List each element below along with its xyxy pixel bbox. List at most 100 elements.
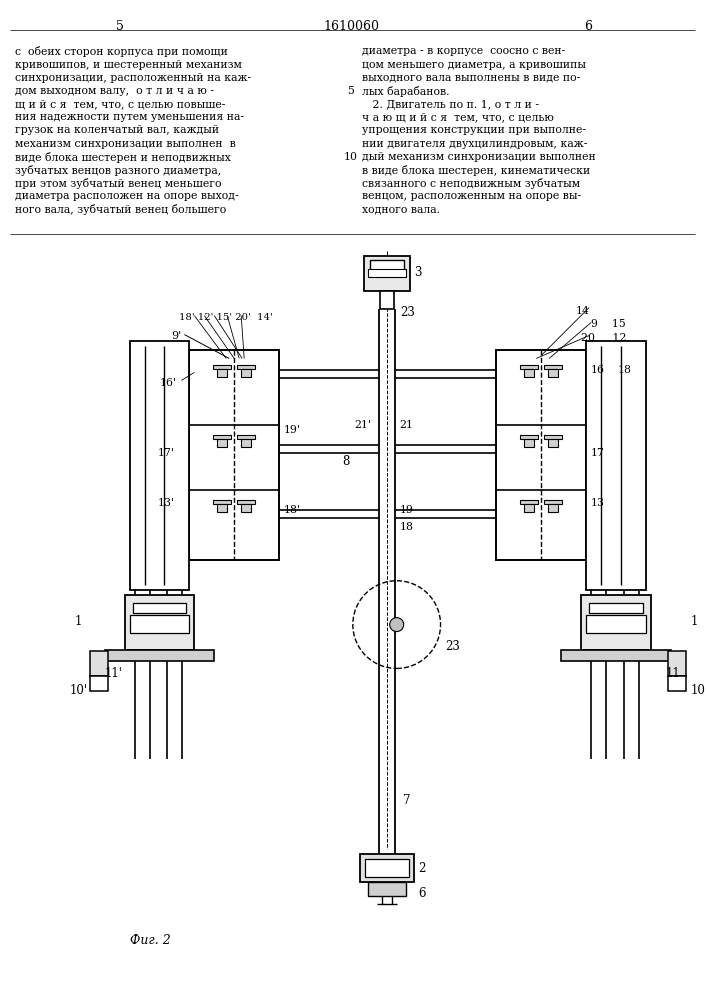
Text: 21': 21' <box>354 420 371 430</box>
Bar <box>217 369 227 377</box>
Text: при этом зубчатый венец меньшего: при этом зубчатый венец меньшего <box>15 178 221 189</box>
Text: 2. Двигатель по п. 1, о т л и -: 2. Двигатель по п. 1, о т л и - <box>362 99 539 109</box>
Bar <box>360 854 414 882</box>
Text: в виде блока шестерен, кинематически: в виде блока шестерен, кинематически <box>362 165 590 176</box>
Bar <box>525 504 534 512</box>
Bar <box>217 439 227 447</box>
Text: ного вала, зубчатый венец большего: ного вала, зубчатый венец большего <box>15 204 226 215</box>
Text: кривошипов, и шестеренный механизм: кривошипов, и шестеренный механизм <box>15 60 242 70</box>
Bar <box>129 341 189 590</box>
Bar <box>520 365 538 369</box>
Text: ходного вала.: ходного вала. <box>362 204 440 214</box>
Text: 9    15: 9 15 <box>591 319 626 329</box>
Bar <box>380 291 394 309</box>
Text: 8: 8 <box>342 455 349 468</box>
Bar <box>589 603 643 613</box>
Bar <box>544 435 562 439</box>
Text: венцом, расположенным на опоре вы-: венцом, расположенным на опоре вы- <box>362 191 581 201</box>
Bar <box>668 676 686 691</box>
Bar <box>548 504 558 512</box>
Bar <box>214 435 231 439</box>
Text: 9': 9' <box>171 331 182 341</box>
Text: ния надежности путем уменьшения на-: ния надежности путем уменьшения на- <box>15 112 244 122</box>
Bar <box>238 365 255 369</box>
Bar <box>370 260 404 270</box>
Bar <box>90 651 107 676</box>
Text: виде блока шестерен и неподвижных: виде блока шестерен и неподвижных <box>15 152 230 163</box>
Bar <box>214 365 231 369</box>
Text: 20     12: 20 12 <box>581 333 626 343</box>
Text: 5: 5 <box>347 86 354 96</box>
Text: с  обеих сторон корпуса при помощи: с обеих сторон корпуса при помощи <box>15 46 228 57</box>
Bar <box>129 615 189 633</box>
Text: 5: 5 <box>116 20 124 33</box>
Text: 10: 10 <box>691 684 706 697</box>
Text: 17': 17' <box>158 448 175 458</box>
Text: дом выходном валу,  о т л и ч а ю -: дом выходном валу, о т л и ч а ю - <box>15 86 214 96</box>
Bar <box>561 650 671 661</box>
Text: 19: 19 <box>399 505 414 515</box>
Bar <box>365 859 409 877</box>
Text: 16: 16 <box>591 365 605 375</box>
Bar <box>238 435 255 439</box>
Bar <box>364 256 409 291</box>
Text: 23: 23 <box>401 306 416 319</box>
Text: нии двигателя двухцилиндровым, каж-: нии двигателя двухцилиндровым, каж- <box>362 139 588 149</box>
Bar <box>214 500 231 504</box>
Bar <box>544 365 562 369</box>
Bar <box>586 615 646 633</box>
Bar <box>105 650 214 661</box>
Text: 16': 16' <box>160 378 177 388</box>
Text: 7: 7 <box>403 794 410 807</box>
Bar <box>90 676 107 691</box>
Text: диаметра - в корпусе  соосно с вен-: диаметра - в корпусе соосно с вен- <box>362 46 565 56</box>
Bar <box>525 439 534 447</box>
Text: щ и й с я  тем, что, с целью повыше-: щ и й с я тем, что, с целью повыше- <box>15 99 226 109</box>
Text: 19': 19' <box>284 425 301 435</box>
Text: 10': 10' <box>70 684 88 697</box>
Text: 13: 13 <box>591 498 605 508</box>
Bar <box>586 341 646 590</box>
Text: 18': 18' <box>284 505 301 515</box>
Text: 11: 11 <box>666 667 681 680</box>
Text: синхронизации, расположенный на каж-: синхронизации, расположенный на каж- <box>15 73 251 83</box>
Bar <box>525 369 534 377</box>
Text: 13': 13' <box>158 498 175 508</box>
Text: ч а ю щ и й с я  тем, что, с целью: ч а ю щ и й с я тем, что, с целью <box>362 112 554 122</box>
Bar <box>544 500 562 504</box>
Text: 10: 10 <box>344 152 358 162</box>
Text: 2: 2 <box>419 862 426 875</box>
Bar <box>581 595 651 650</box>
Text: механизм синхронизации выполнен  в: механизм синхронизации выполнен в <box>15 139 235 149</box>
Text: связанного с неподвижным зубчатым: связанного с неподвижным зубчатым <box>362 178 580 189</box>
Text: диаметра расположен на опоре выход-: диаметра расположен на опоре выход- <box>15 191 238 201</box>
Text: 23: 23 <box>445 640 460 653</box>
Circle shape <box>390 618 404 632</box>
Text: 1: 1 <box>75 615 82 628</box>
Text: цом меньшего диаметра, а кривошипы: цом меньшего диаметра, а кривошипы <box>362 60 586 70</box>
Text: 14: 14 <box>576 306 590 316</box>
Bar <box>189 350 279 560</box>
Text: 17: 17 <box>591 448 605 458</box>
Text: 18: 18 <box>618 365 632 375</box>
Text: 1610060: 1610060 <box>324 20 380 33</box>
Text: 18: 18 <box>399 522 414 532</box>
Text: 1: 1 <box>691 615 698 628</box>
Text: дый механизм синхронизации выполнен: дый механизм синхронизации выполнен <box>362 152 595 162</box>
Bar <box>132 603 187 613</box>
Text: выходного вала выполнены в виде по-: выходного вала выполнены в виде по- <box>362 73 580 83</box>
Text: 6: 6 <box>419 887 426 900</box>
Bar <box>668 651 686 676</box>
Text: лых барабанов.: лых барабанов. <box>362 86 450 97</box>
Bar <box>520 435 538 439</box>
Text: Фиг. 2: Фиг. 2 <box>129 934 170 947</box>
Text: 6: 6 <box>584 20 592 33</box>
Bar <box>548 369 558 377</box>
Bar <box>217 504 227 512</box>
Bar <box>238 500 255 504</box>
Bar <box>496 350 586 560</box>
Text: 11': 11' <box>105 667 122 680</box>
Bar <box>548 439 558 447</box>
Text: грузок на коленчатый вал, каждый: грузок на коленчатый вал, каждый <box>15 125 219 135</box>
Text: 21: 21 <box>399 420 414 430</box>
